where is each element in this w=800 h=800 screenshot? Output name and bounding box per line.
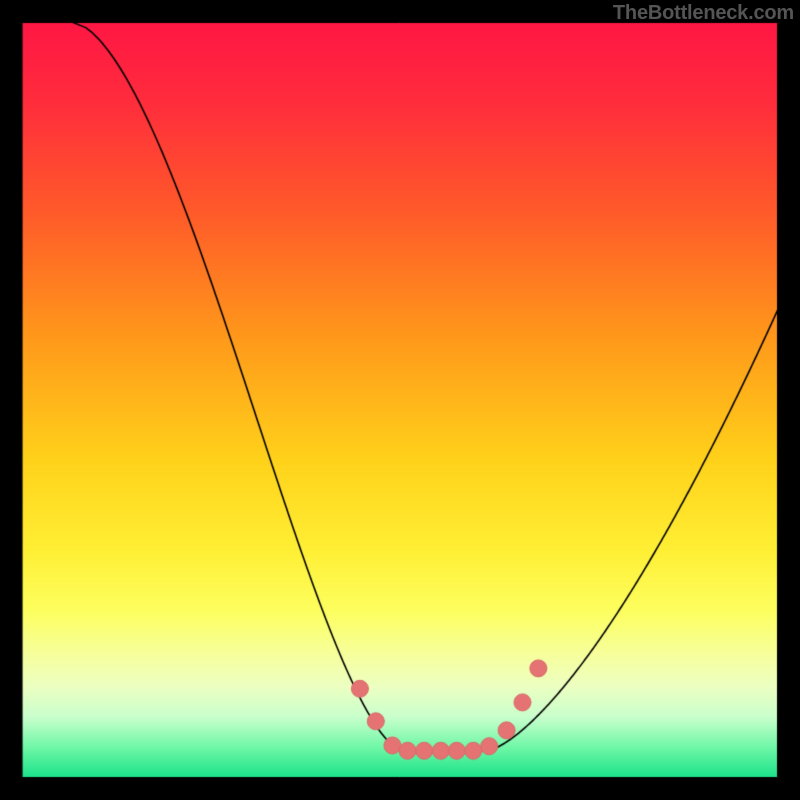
chart-stage: TheBottleneck.com (0, 0, 800, 800)
attribution-label: TheBottleneck.com (613, 2, 794, 25)
bottleneck-chart-canvas (0, 0, 800, 800)
